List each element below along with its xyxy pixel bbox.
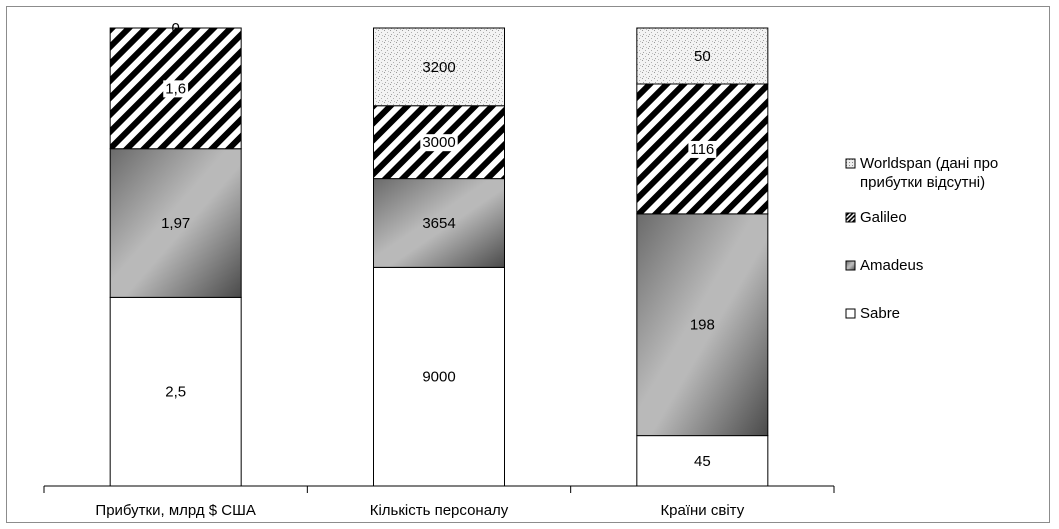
bar-segment-sabre <box>373 266 505 487</box>
legend-swatch <box>845 260 856 271</box>
legend-swatch <box>845 308 856 319</box>
plot-area: 2,5 1,97 1,6 0 Прибутки, млрд $ США 9000 3654 3… <box>43 20 835 519</box>
data-label: 1,97 <box>161 215 190 232</box>
bar-segment-worldspan <box>636 27 769 85</box>
data-label: 3200 <box>422 59 455 76</box>
legend-label: Galileo <box>860 209 907 226</box>
data-label: 1,6 <box>165 80 186 97</box>
data-label: 9000 <box>422 369 455 386</box>
legend-label: Amadeus <box>860 257 923 274</box>
data-label: 116 <box>690 141 714 158</box>
data-label-background <box>688 140 717 158</box>
bar-segment-sabre <box>109 296 242 487</box>
legend-label: прибутки відсутні) <box>860 174 985 191</box>
data-label: 198 <box>690 317 715 334</box>
x-tick-label: Країни світу <box>660 502 744 519</box>
data-label: 50 <box>694 48 711 65</box>
data-label: 3000 <box>422 134 455 151</box>
data-label: 3654 <box>422 215 455 232</box>
bar-segment-worldspan <box>373 27 505 107</box>
bar-segment-amadeus <box>636 213 769 437</box>
legend-label: Worldspan (дані про <box>860 155 998 172</box>
data-label: 0 <box>171 20 179 37</box>
data-label: 2,5 <box>165 384 186 401</box>
x-tick-label: Прибутки, млрд $ США <box>95 502 256 519</box>
data-label-background <box>163 80 189 98</box>
legend-swatch <box>845 212 856 223</box>
legend: Worldspan (дані про прибутки відсутні) Gal… <box>845 155 998 322</box>
data-label-background <box>420 134 458 152</box>
legend-label: Sabre <box>860 305 900 322</box>
legend-swatch <box>845 158 856 169</box>
data-label: 45 <box>694 453 711 470</box>
x-tick-label: Кількість персоналу <box>370 502 509 519</box>
bar-segment-amadeus <box>373 178 505 268</box>
